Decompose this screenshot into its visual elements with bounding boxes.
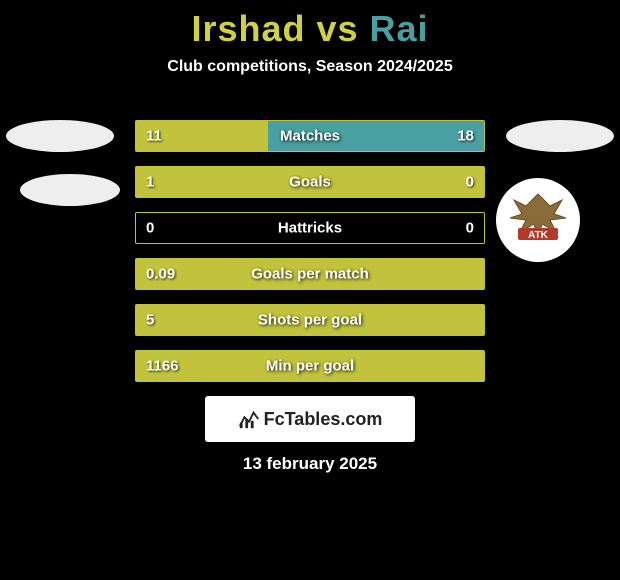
title-player-left: Irshad: [191, 8, 305, 49]
stat-row-matches: 1118Matches: [135, 120, 485, 152]
stat-value-left: 1166: [146, 358, 179, 375]
stat-fill-left: [136, 351, 484, 381]
atk-club-logo: ATK: [496, 178, 580, 262]
stats-bars: 1118Matches10Goals00Hattricks0.09Goals p…: [135, 120, 485, 396]
fctables-branding: FcTables.com: [205, 396, 415, 442]
page-title: Irshad vs Rai: [0, 0, 620, 50]
stat-row-goals-per-match: 0.09Goals per match: [135, 258, 485, 290]
stat-value-left: 0: [146, 220, 154, 237]
player-left-badge-1: [6, 120, 114, 152]
branding-text: FcTables.com: [264, 409, 383, 430]
generated-date: 13 february 2025: [0, 454, 620, 474]
stat-value-right: 0: [466, 220, 474, 237]
stat-fill-left: [136, 167, 484, 197]
stat-row-hattricks: 0 0Hattricks: [135, 212, 485, 244]
stat-value-left: 11: [146, 128, 162, 145]
stat-label: Hattricks: [136, 220, 484, 237]
stat-row-shots-per-goal: 5Shots per goal: [135, 304, 485, 336]
stat-value-left: 5: [146, 312, 154, 329]
stat-row-min-per-goal: 1166Min per goal: [135, 350, 485, 382]
stat-fill-left: [136, 305, 484, 335]
subtitle: Club competitions, Season 2024/2025: [0, 58, 620, 76]
stat-value-right: 0: [466, 174, 474, 191]
player-right-badge-1: [506, 120, 614, 152]
stat-fill-left: [136, 259, 484, 289]
stat-value-left: 0.09: [146, 266, 175, 283]
title-player-right: Rai: [370, 8, 429, 49]
stat-value-right: 18: [457, 128, 474, 145]
stat-value-left: 1: [146, 174, 154, 191]
atk-logo-text: ATK: [528, 230, 549, 241]
stat-fill-right: [268, 121, 484, 151]
title-vs: vs: [305, 8, 369, 49]
stat-row-goals: 10Goals: [135, 166, 485, 198]
atk-eagle-icon: ATK: [506, 188, 570, 252]
player-left-badge-2: [20, 174, 120, 206]
chart-icon: [238, 408, 260, 430]
